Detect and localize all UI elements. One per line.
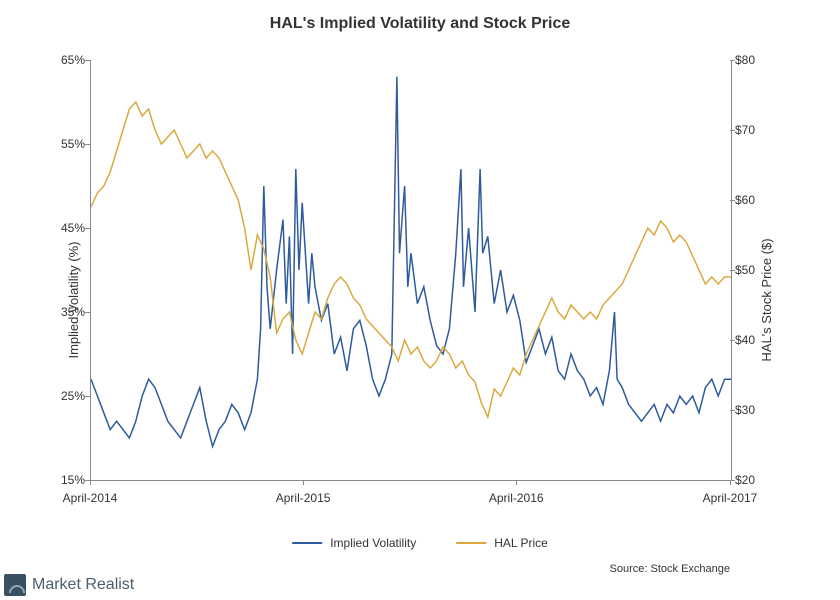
y-tick-left: 15% xyxy=(50,473,85,487)
y-tick-left: 25% xyxy=(50,389,85,403)
watermark: Market Realist xyxy=(4,574,134,596)
y-tick-left: 45% xyxy=(50,221,85,235)
y-tick-left: 35% xyxy=(50,305,85,319)
x-tick: April-2017 xyxy=(703,491,758,505)
legend-item-price: HAL Price xyxy=(456,536,548,550)
watermark-logo-icon xyxy=(4,574,26,596)
y-tick-right: $30 xyxy=(735,403,770,417)
series-hal-price xyxy=(91,102,731,417)
legend-swatch-price xyxy=(456,542,486,544)
legend: Implied Volatility HAL Price xyxy=(292,536,548,550)
source-text: Source: Stock Exchange xyxy=(610,563,730,575)
x-tick: April-2015 xyxy=(276,491,331,505)
watermark-text: Market Realist xyxy=(32,576,134,594)
y-tick-left: 65% xyxy=(50,53,85,67)
legend-swatch-iv xyxy=(292,542,322,544)
y-tick-right: $40 xyxy=(735,333,770,347)
legend-label-iv: Implied Volatility xyxy=(330,536,416,550)
plot-area xyxy=(90,60,732,481)
x-tick: April-2014 xyxy=(63,491,118,505)
y-tick-right: $80 xyxy=(735,53,770,67)
series-implied-volatility xyxy=(91,77,731,447)
y-tick-left: 55% xyxy=(50,137,85,151)
x-tick: April-2016 xyxy=(489,491,544,505)
y-tick-right: $20 xyxy=(735,473,770,487)
y-axis-left-label: Implied Volatility (%) xyxy=(66,241,81,358)
chart-title: HAL's Implied Volatility and Stock Price xyxy=(0,15,840,33)
y-tick-right: $60 xyxy=(735,193,770,207)
chart-lines-svg xyxy=(91,60,731,480)
y-tick-right: $70 xyxy=(735,123,770,137)
legend-label-price: HAL Price xyxy=(494,536,548,550)
y-tick-right: $50 xyxy=(735,263,770,277)
chart-container: HAL's Implied Volatility and Stock Price… xyxy=(0,0,840,600)
legend-item-iv: Implied Volatility xyxy=(292,536,416,550)
